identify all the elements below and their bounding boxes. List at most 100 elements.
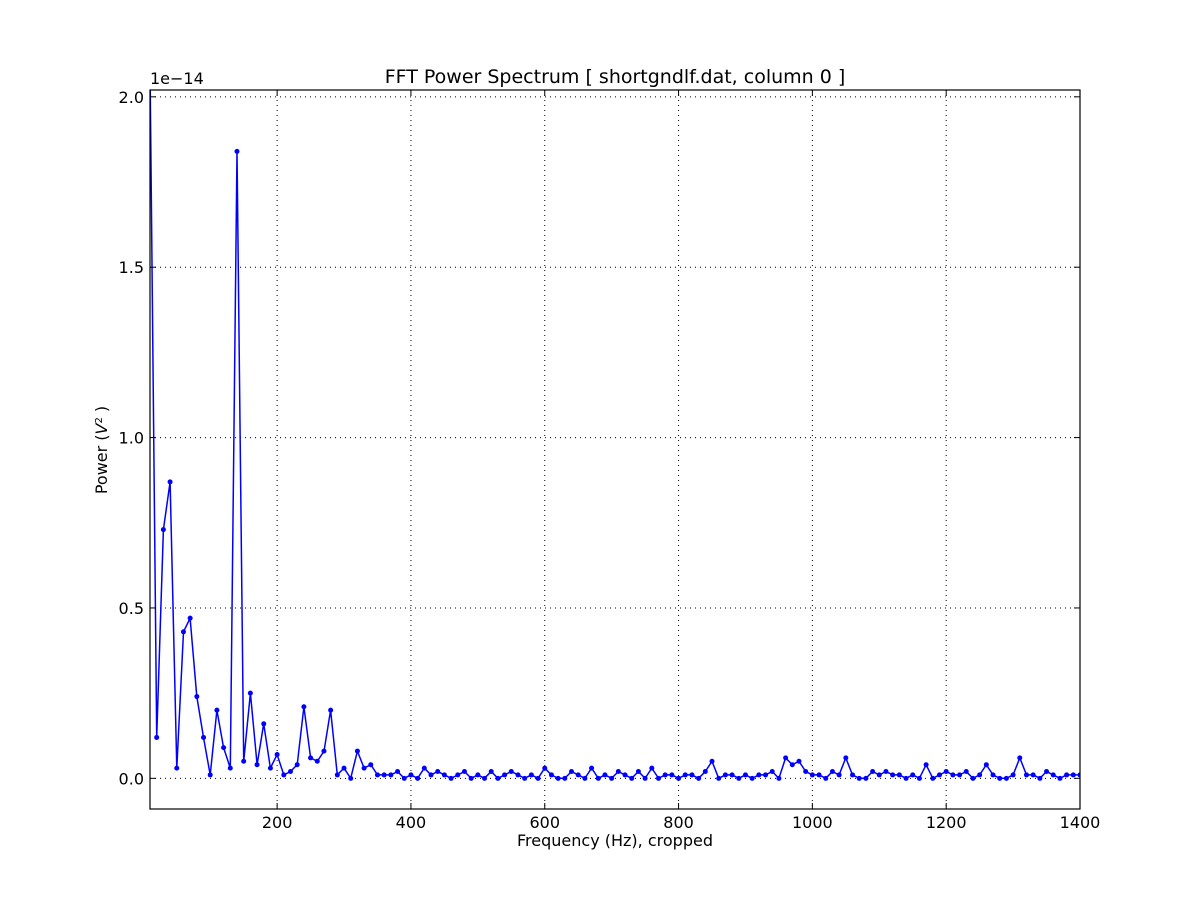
data-point: [261, 721, 267, 727]
data-point: [428, 772, 434, 778]
data-point: [515, 772, 521, 778]
series-layer: [150, 90, 1080, 781]
data-point: [160, 527, 166, 533]
data-point: [180, 629, 186, 635]
data-point: [314, 758, 320, 764]
data-point: [1037, 775, 1043, 781]
data-point: [796, 758, 802, 764]
data-point: [1017, 755, 1023, 761]
data-point: [649, 765, 655, 771]
data-point: [542, 765, 548, 771]
data-point: [334, 772, 340, 778]
data-point: [294, 762, 300, 768]
data-point: [702, 769, 708, 775]
data-point: [361, 765, 367, 771]
data-point: [288, 769, 294, 775]
x-tick-label: 1200: [926, 813, 967, 832]
data-point: [923, 762, 929, 768]
data-point: [167, 479, 173, 485]
data-point: [174, 765, 180, 771]
data-point: [401, 775, 407, 781]
y-tick-label: 1.5: [119, 258, 144, 277]
data-point: [502, 772, 508, 778]
data-point: [589, 765, 595, 771]
data-point: [763, 772, 769, 778]
data-point: [823, 775, 829, 781]
data-point: [301, 704, 307, 710]
data-point: [468, 775, 474, 781]
y-axis-title: Power (V2 ): [92, 406, 111, 494]
data-point: [308, 755, 314, 761]
data-point: [883, 769, 889, 775]
data-point: [281, 772, 287, 778]
data-point: [461, 769, 467, 775]
data-point: [562, 775, 568, 781]
data-point: [836, 772, 842, 778]
data-point: [615, 769, 621, 775]
y-tick-label: 0.0: [119, 769, 144, 788]
series-line: [150, 90, 1080, 781]
data-point: [709, 758, 715, 764]
data-point: [354, 748, 360, 754]
data-point: [870, 769, 876, 775]
data-point: [555, 775, 561, 781]
data-point: [201, 734, 207, 740]
data-point: [856, 775, 862, 781]
data-point: [154, 734, 160, 740]
data-point: [381, 772, 387, 778]
data-point: [482, 775, 488, 781]
data-point: [716, 775, 722, 781]
y-axis-title-exp: 2: [94, 417, 105, 423]
data-point: [274, 751, 280, 757]
y-axis-title-prefix: Power (: [92, 434, 111, 494]
data-point: [421, 765, 427, 771]
data-point: [395, 769, 401, 775]
data-point: [435, 769, 441, 775]
y-axis-title-suffix: ): [92, 406, 111, 417]
data-point: [789, 762, 795, 768]
data-point: [602, 772, 608, 778]
data-point: [455, 772, 461, 778]
data-point: [415, 775, 421, 781]
data-point: [221, 745, 227, 751]
data-point: [609, 775, 615, 781]
data-point: [689, 772, 695, 778]
data-point: [582, 775, 588, 781]
data-point: [970, 775, 976, 781]
data-point: [722, 772, 728, 778]
data-point: [441, 772, 447, 778]
data-point: [1030, 772, 1036, 778]
data-point: [910, 772, 916, 778]
data-point: [829, 769, 835, 775]
data-point: [642, 775, 648, 781]
grid-layer: [150, 90, 1081, 809]
data-point: [267, 765, 273, 771]
data-point: [488, 769, 494, 775]
y-tick-label: 0.5: [119, 599, 144, 618]
data-point: [548, 772, 554, 778]
data-point: [535, 775, 541, 781]
data-point: [475, 772, 481, 778]
data-point: [254, 762, 260, 768]
data-point: [876, 772, 882, 778]
data-point: [1070, 772, 1076, 778]
data-point: [890, 772, 896, 778]
data-point: [508, 769, 514, 775]
plot-frame: [149, 89, 1081, 810]
x-axis-title: Frequency (Hz), cropped: [517, 831, 713, 850]
x-tick-label: 200: [262, 813, 293, 832]
data-point: [241, 758, 247, 764]
data-point: [997, 775, 1003, 781]
data-point: [682, 772, 688, 778]
data-point: [850, 772, 856, 778]
data-point: [1050, 772, 1056, 778]
data-point: [569, 769, 575, 775]
data-point: [234, 148, 240, 154]
data-point: [676, 775, 682, 781]
data-point: [194, 694, 200, 700]
data-point: [1057, 775, 1063, 781]
data-point: [187, 615, 193, 621]
data-point: [863, 775, 869, 781]
data-point: [769, 769, 775, 775]
